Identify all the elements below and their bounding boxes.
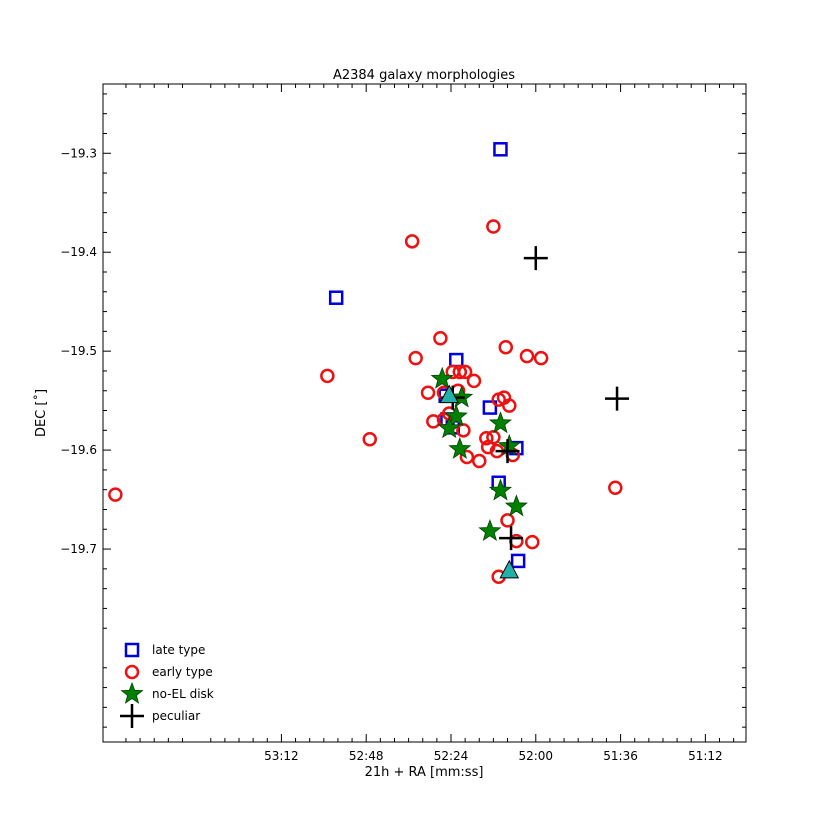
early-type-point bbox=[320, 368, 335, 384]
no-el-disk-point bbox=[478, 519, 502, 542]
early-type-point bbox=[452, 364, 468, 380]
legend-label: early type bbox=[152, 665, 213, 679]
x-tick-label: 51:36 bbox=[603, 749, 638, 763]
plot-frame bbox=[102, 83, 747, 743]
no-el-disk-point bbox=[448, 436, 472, 459]
y-tick-label: −19.6 bbox=[60, 443, 97, 457]
early-type-point bbox=[362, 431, 377, 447]
legend-label: no-EL disk bbox=[152, 687, 214, 701]
x-tick-label: 52:24 bbox=[434, 749, 469, 763]
x-tick-label: 52:48 bbox=[349, 749, 384, 763]
early-type-point bbox=[426, 414, 441, 429]
early-type-point bbox=[408, 350, 423, 366]
triangle-point bbox=[499, 559, 520, 579]
late-type-point bbox=[510, 553, 526, 569]
early-type-point bbox=[502, 398, 517, 413]
no-el-disk-point bbox=[504, 494, 528, 517]
legend-marker bbox=[124, 664, 140, 680]
x-tick-label: 51:12 bbox=[688, 749, 723, 763]
triangle-point bbox=[439, 384, 460, 404]
y-tick-label: −19.5 bbox=[60, 344, 97, 358]
early-type-point bbox=[404, 234, 420, 249]
legend: late type early type no-EL disk peculiar bbox=[120, 642, 214, 728]
late-type-point bbox=[493, 142, 508, 157]
legend-marker bbox=[120, 704, 144, 728]
early-type-point bbox=[533, 350, 549, 366]
early-type-point bbox=[486, 219, 501, 234]
legend-label: late type bbox=[152, 643, 205, 657]
no-el-disk-point bbox=[488, 478, 513, 501]
early-type-point bbox=[108, 487, 123, 502]
early-type-point bbox=[498, 339, 514, 355]
axis-ticks: 53:12 52:48 52:24 52:00 51:36 51:12 −19.3 −19.4… bbox=[60, 84, 746, 763]
y-tick-label: −19.3 bbox=[60, 146, 97, 160]
early-type-point bbox=[500, 513, 515, 528]
late-type-point bbox=[328, 290, 344, 305]
early-type-point bbox=[479, 430, 494, 446]
early-type-point bbox=[459, 449, 475, 465]
no-el-disk-point bbox=[437, 416, 461, 439]
x-tick-label: 53:12 bbox=[264, 749, 299, 763]
early-type-point bbox=[466, 373, 482, 389]
legend-label: peculiar bbox=[152, 709, 200, 723]
early-type-point bbox=[472, 453, 487, 469]
early-type-point bbox=[608, 480, 623, 495]
peculiar-point bbox=[523, 246, 548, 271]
peculiar-point bbox=[605, 386, 630, 411]
early-type-point bbox=[457, 364, 473, 380]
x-axis-label: 21h + RA [mm:ss] bbox=[365, 765, 484, 780]
y-tick-label: −19.4 bbox=[60, 245, 97, 259]
no-el-disk-point bbox=[430, 366, 454, 389]
data-points bbox=[108, 142, 630, 585]
early-type-point bbox=[519, 348, 535, 364]
early-type-point bbox=[420, 385, 436, 400]
peculiar-point bbox=[499, 526, 524, 551]
legend-marker bbox=[120, 681, 144, 704]
early-type-point bbox=[433, 331, 448, 346]
early-type-point bbox=[525, 534, 540, 550]
peculiar-point bbox=[495, 439, 520, 464]
no-el-disk-point bbox=[444, 404, 468, 427]
legend-marker bbox=[124, 642, 140, 658]
late-type-point bbox=[482, 400, 498, 415]
y-axis-label: DEC [˚] bbox=[33, 389, 49, 437]
y-tick-label: −19.7 bbox=[60, 542, 97, 556]
x-tick-label: 52:00 bbox=[518, 749, 553, 763]
early-type-point bbox=[456, 423, 471, 438]
chart-title: A2384 galaxy morphologies bbox=[333, 68, 515, 83]
no-el-disk-point bbox=[488, 411, 513, 434]
